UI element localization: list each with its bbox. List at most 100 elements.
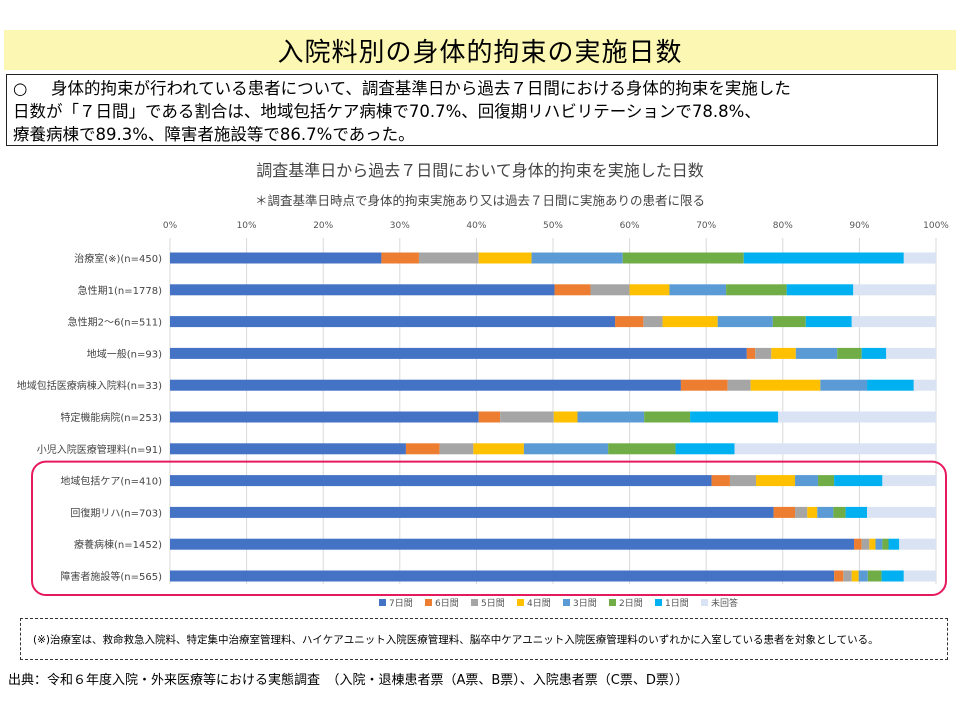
bar-segment xyxy=(577,411,645,423)
bar-segment xyxy=(903,252,936,264)
bar-segment xyxy=(170,506,774,518)
x-tick-label: 40% xyxy=(466,221,486,231)
bar-segment xyxy=(913,379,937,391)
stacked-bar-chart: 0% 10% 20% 30% 40% 50% 60% 70% 80% 90% 100% 治療室(※)(… xyxy=(17,221,950,609)
legend-swatch xyxy=(609,599,616,606)
bar-segment xyxy=(590,284,630,296)
legend-swatch xyxy=(379,599,386,606)
bar-segment xyxy=(818,475,835,487)
x-tick-label: 80% xyxy=(773,221,793,231)
legend-swatch xyxy=(517,599,524,606)
category-label: 特定機能病院(n=253) xyxy=(60,411,162,424)
summary-line-1: ○ 身体的拘束が行われている患者について、調査基準日から過去７日間における身体的拘… xyxy=(13,79,791,98)
source-citation: 出典：令和６年度入院・外来医療等における実態調査 （入院・退棟患者票（A票、B票… xyxy=(8,673,689,688)
bar-segment xyxy=(615,316,644,328)
legend-label: 6日間 xyxy=(435,598,459,609)
bar-segment xyxy=(170,443,406,455)
bar-segment xyxy=(170,475,712,487)
bar-segment xyxy=(669,284,727,296)
bar-segment xyxy=(439,443,474,455)
bar-segment xyxy=(882,538,889,550)
category-label: 地域包括医療病棟入院料(n=33) xyxy=(17,379,162,392)
bar-segment xyxy=(381,252,419,264)
bar-segment xyxy=(523,443,609,455)
bar-segment xyxy=(755,347,772,359)
bar-segment xyxy=(837,347,862,359)
legend-label: 3日間 xyxy=(573,598,597,609)
category-label: 障害者施設等(n=565) xyxy=(60,570,162,583)
category-label: 急性期1(n=1778) xyxy=(78,284,162,297)
category-label: 地域一般(n=93) xyxy=(87,347,162,360)
category-label: 小児入院医療管理料(n=91) xyxy=(37,443,162,456)
bar-segment xyxy=(170,347,747,359)
category-label: 治療室(※)(n=450) xyxy=(74,252,162,265)
bar-segment xyxy=(170,411,479,423)
page-title: 入院料別の身体的拘束の実施日数 xyxy=(277,37,683,68)
x-tick-label: 60% xyxy=(620,221,640,231)
bar-segment xyxy=(553,411,578,423)
bar-segment xyxy=(795,475,819,487)
bar-segment xyxy=(170,570,835,582)
legend-label: 5日間 xyxy=(481,598,505,609)
bar-segment xyxy=(755,475,796,487)
bar-segment xyxy=(820,379,868,391)
bar-segment xyxy=(881,570,904,582)
bar-segment xyxy=(405,443,440,455)
summary-line-2: 日数が「７日間」である割合は、地域包括ケア病棟で70.7%、回復期リハビリテーシ… xyxy=(13,102,761,121)
bar-segment xyxy=(418,252,479,264)
legend-label: 4日間 xyxy=(527,598,551,609)
bar-segment xyxy=(795,347,838,359)
bar-segment xyxy=(170,538,855,550)
summary-line-3: 療養病棟で89.3%、障害者施設等で86.7%であった。 xyxy=(13,125,415,144)
bar-segment xyxy=(817,506,834,518)
chart-subtitle: ＊調査基準日時点で身体的拘束実施あり又は過去７日間に実施ありの患者に限る xyxy=(254,193,705,208)
bar-segment xyxy=(851,570,859,582)
bar-segment xyxy=(867,379,914,391)
bar-segment xyxy=(888,538,900,550)
legend-label: 1日間 xyxy=(665,598,689,609)
x-tick-label: 90% xyxy=(849,221,869,231)
bar-segment xyxy=(807,506,818,518)
legend-swatch xyxy=(563,599,570,606)
bar-segment xyxy=(750,379,821,391)
bar-segment xyxy=(845,506,868,518)
legend-label: 2日間 xyxy=(619,598,643,609)
x-tick-label: 10% xyxy=(237,221,257,231)
bar-segment xyxy=(843,570,852,582)
summary-box: ○ 身体的拘束が行われている患者について、調査基準日から過去７日間における身体的拘… xyxy=(6,74,938,146)
bar-segment xyxy=(727,379,751,391)
bar-segment xyxy=(622,252,744,264)
bar-segment xyxy=(680,379,728,391)
bar-segment xyxy=(773,506,796,518)
bar-segment xyxy=(867,506,936,518)
bar-segment xyxy=(746,347,756,359)
bar-segment xyxy=(675,443,735,455)
legend-swatch xyxy=(425,599,432,606)
bar-segment xyxy=(882,475,937,487)
x-tick-label: 100% xyxy=(923,221,949,231)
legend-label: 未回答 xyxy=(711,597,738,609)
bar-segment xyxy=(170,316,616,328)
bar-segment xyxy=(743,252,904,264)
bar-segment xyxy=(858,570,868,582)
x-tick-label: 30% xyxy=(390,221,410,231)
bar-segment xyxy=(854,538,862,550)
category-label: 回復期リハ(n=703) xyxy=(70,506,162,519)
bar-segment xyxy=(875,538,883,550)
bar-segment xyxy=(170,284,555,296)
category-label: 療養病棟(n=1452) xyxy=(74,538,162,551)
x-tick-label: 50% xyxy=(543,221,563,231)
bar-segment xyxy=(629,284,670,296)
bar-segment xyxy=(726,284,787,296)
title-banner: 入院料別の身体的拘束の実施日数 xyxy=(4,30,956,70)
bar-segment xyxy=(554,284,591,296)
bar-segment xyxy=(170,252,382,264)
bar-segment xyxy=(903,570,936,582)
bar-segment xyxy=(717,316,773,328)
highlight-box xyxy=(31,460,947,596)
bar-segment xyxy=(473,443,524,455)
chart-title: 調査基準日から過去７日間において身体的拘束を実施した日数 xyxy=(256,161,704,180)
bar-segment xyxy=(786,284,854,296)
summary-bullet: ○ xyxy=(13,79,28,98)
bar-segment xyxy=(690,411,779,423)
